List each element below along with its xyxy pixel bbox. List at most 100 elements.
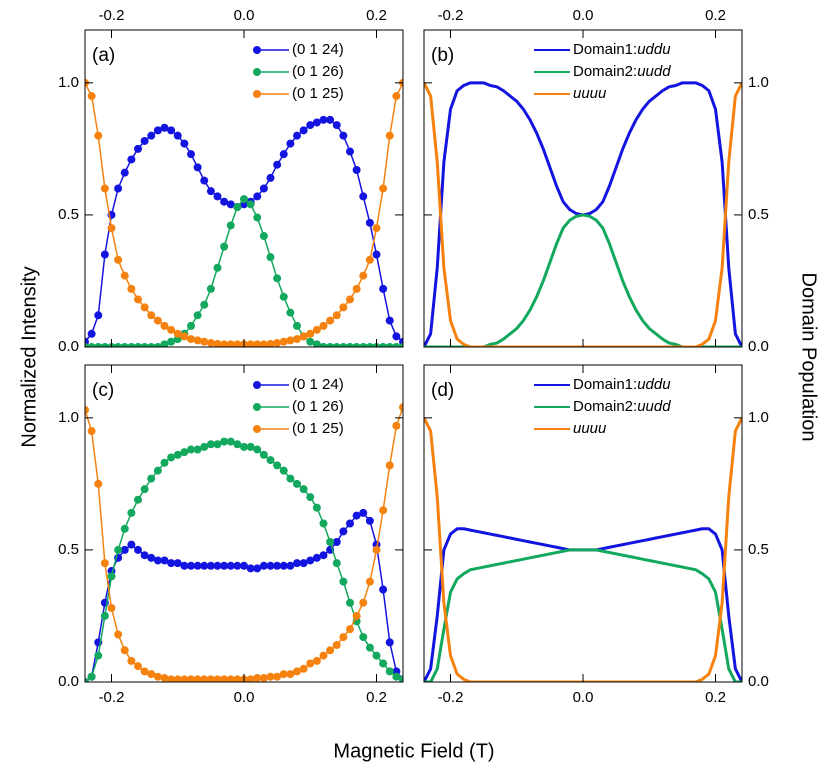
y-tick-label: 0.5 [58,541,79,558]
marker [213,561,222,570]
marker [134,662,142,671]
marker [359,343,368,347]
x-tick-label: 0.0 [573,689,594,706]
marker [85,678,89,682]
marker [87,427,96,436]
y-tick-label: 0.5 [748,541,769,558]
marker [160,458,169,467]
marker [306,493,315,502]
marker [120,545,129,554]
marker [352,611,361,620]
marker [253,564,262,573]
marker [213,440,222,449]
marker [127,540,136,549]
marker [127,155,136,164]
marker [273,672,282,681]
y-tick-label: 0.0 [748,338,769,355]
plot-area [424,81,742,347]
marker [94,131,103,140]
marker [372,224,381,233]
plot-area [85,78,403,347]
series-line [424,527,742,682]
marker [306,337,315,346]
marker [372,651,381,660]
series-line [85,512,403,682]
marker [94,651,103,660]
marker [253,674,262,682]
marker [319,343,328,347]
marker [259,674,268,682]
marker [200,675,209,682]
marker [299,126,308,135]
marker [153,556,162,565]
marker [134,545,142,554]
marker [259,561,268,570]
marker [346,295,354,304]
marker [240,195,248,204]
legend-marker [253,381,261,389]
legend-label: (0 1 26) [292,398,344,415]
marker [140,136,149,145]
marker [346,519,354,528]
marker [399,343,403,347]
marker [167,325,176,334]
marker [399,403,403,412]
marker [326,646,335,655]
marker [193,445,202,454]
marker [213,675,222,682]
marker [226,221,235,230]
marker [365,218,374,227]
marker [147,343,156,347]
series-line [424,548,742,682]
marker [346,343,354,347]
marker [200,561,209,570]
marker [114,630,123,639]
marker [153,316,162,325]
marker [259,450,268,459]
legend-label: (0 1 24) [292,41,344,58]
marker [120,646,129,655]
marker [365,577,374,586]
frame [84,29,404,348]
marker [107,224,116,233]
x-tick-label: -0.2 [438,7,464,24]
marker [220,675,229,682]
marker [365,643,374,652]
marker [160,674,169,682]
marker [286,561,295,570]
marker [94,311,103,320]
marker [332,343,341,347]
marker [266,672,275,681]
marker [134,295,142,304]
marker [167,337,176,346]
marker [107,604,116,613]
marker [187,321,195,330]
marker [94,479,103,488]
marker [193,675,202,682]
marker [120,343,129,347]
marker [293,667,301,676]
marker [359,508,368,517]
marker [319,551,328,560]
y-axis-label-right: Domain Population [798,273,820,442]
marker [299,664,308,673]
marker [220,242,229,251]
plot-area [85,403,403,682]
panel-label: (b) [431,45,454,66]
y-tick-label: 1.0 [58,74,79,91]
marker [167,453,176,462]
marker [306,556,315,565]
marker [385,343,394,347]
marker [399,675,403,682]
marker [352,166,361,175]
marker [114,343,123,347]
marker [153,343,162,347]
marker [226,675,235,682]
marker [167,559,176,568]
frame [84,364,404,683]
marker [253,213,262,222]
marker [226,437,235,446]
marker [140,303,149,312]
marker [326,537,335,546]
marker [100,250,109,259]
